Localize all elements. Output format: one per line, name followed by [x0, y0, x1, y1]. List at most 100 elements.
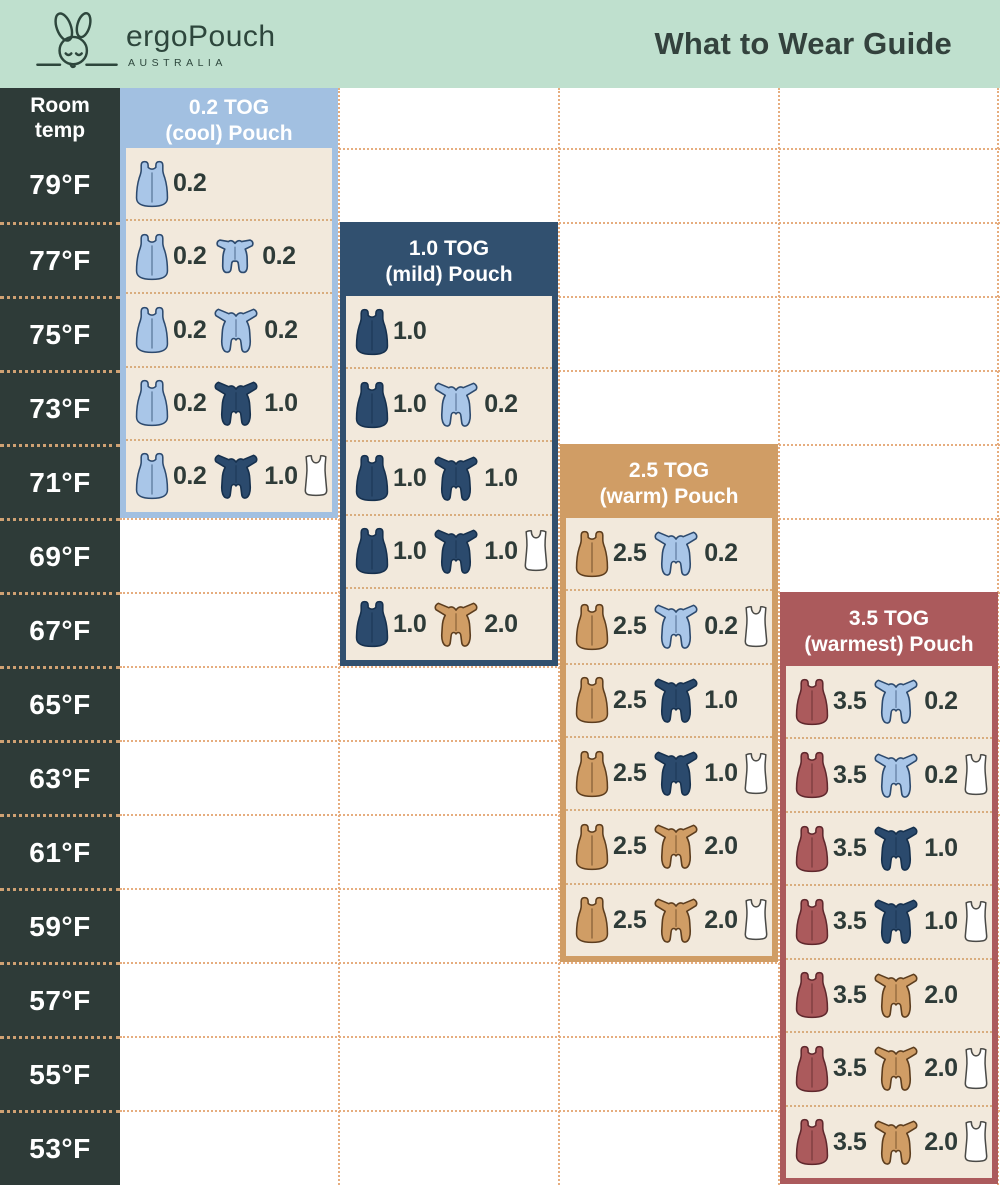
- guide-row-61F: 3.5 1.0: [786, 810, 992, 884]
- temp-label: 57°F: [0, 962, 120, 1036]
- tog-value: 0.2: [173, 461, 207, 490]
- sleep-bag-icon: [575, 600, 609, 654]
- sleep-bag-icon: [575, 747, 609, 801]
- sleep-bag-icon: [795, 895, 829, 949]
- grid-row-line: [120, 370, 1000, 372]
- singlet-icon: [961, 900, 991, 944]
- singlet-icon: [961, 753, 991, 797]
- tog-value: 0.2: [264, 315, 298, 344]
- guide-row-65F: 2.5 1.0: [566, 662, 772, 736]
- tog-block-body: 1.0 1.0 0.2 1.0 1.0 1.0 1.0 1.0 2.0: [346, 296, 552, 660]
- sleepsuit-icon: [212, 453, 260, 500]
- sleepsuit-icon: [872, 1045, 920, 1092]
- sleepsuit-icon: [432, 455, 480, 502]
- tog-value: 1.0: [264, 388, 298, 417]
- tog-value: 0.2: [704, 612, 738, 641]
- tog-value: 3.5: [833, 907, 867, 936]
- singlet-icon: [961, 1120, 991, 1164]
- grid-row-line: [120, 222, 1000, 224]
- tog-value: 1.0: [264, 461, 298, 490]
- tog-value: 3.5: [833, 687, 867, 716]
- tog-value: 1.0: [484, 536, 518, 565]
- grid-row-line: [120, 1036, 1000, 1038]
- sleep-bag-icon: [355, 597, 389, 651]
- sleep-bag-icon: [795, 748, 829, 802]
- singlet-icon: [961, 1047, 991, 1091]
- tog-title: 1.0 TOG: [408, 237, 490, 260]
- singlet-icon: [741, 605, 771, 649]
- sleep-bag-icon: [795, 968, 829, 1022]
- tog-value: 2.0: [484, 609, 518, 638]
- guide-row-67F: 1.0 2.0: [346, 586, 552, 660]
- header-band: ergoPouch AUSTRALIA What to Wear Guide: [0, 0, 1000, 88]
- guide-row-79F: 0.2: [126, 148, 332, 219]
- temp-label: 63°F: [0, 740, 120, 814]
- temp-label: 73°F: [0, 370, 120, 444]
- sleep-bag-icon: [135, 376, 169, 430]
- tog-block-header-0-2-tog: 0.2 TOG (cool) Pouch: [126, 94, 332, 148]
- sleep-bag-icon: [795, 822, 829, 876]
- guide-row-53F: 3.5 2.0: [786, 1104, 992, 1178]
- tog-value: 2.0: [924, 980, 958, 1009]
- temp-label: 67°F: [0, 592, 120, 666]
- bunny-logo-icon: [36, 12, 118, 69]
- sleepsuit-icon: [652, 677, 700, 724]
- sleep-bag-icon: [575, 673, 609, 727]
- temp-label: 77°F: [0, 222, 120, 296]
- guide-row-77F: 0.2 0.2: [126, 219, 332, 292]
- sleepsuit-icon: [212, 380, 260, 427]
- sleep-bag-icon: [355, 524, 389, 578]
- grid-column-line: [338, 88, 340, 1185]
- temp-rows: 79°F 77°F 75°F 73°F 71°F 69°F 67°F 65°F 63°F 61°F…: [0, 148, 120, 1184]
- tog-value: 0.2: [173, 315, 207, 344]
- tog-value: 3.5: [833, 760, 867, 789]
- tog-value: 0.2: [704, 539, 738, 568]
- guide-row-65F: 3.5 0.2: [786, 666, 992, 737]
- grid-column-line: [558, 88, 560, 1185]
- room-temp-header-line1: Room: [30, 94, 90, 117]
- guide-row-57F: 3.5 2.0: [786, 957, 992, 1031]
- guide-row-55F: 3.5 2.0: [786, 1031, 992, 1104]
- sleepsuit-icon: [652, 750, 700, 797]
- guide-row-63F: 3.5 0.2: [786, 737, 992, 810]
- sleepsuit-icon: [872, 972, 920, 1019]
- brand-text: ergoPouch AUSTRALIA: [126, 20, 276, 69]
- temp-label: 69°F: [0, 518, 120, 592]
- grid-row-line: [120, 148, 1000, 150]
- singlet-icon: [741, 898, 771, 942]
- tog-value: 2.5: [613, 759, 647, 788]
- tog-block-header-2-5-tog: 2.5 TOG (warm) Pouch: [566, 450, 772, 518]
- tog-block-header-3-5-tog: 3.5 TOG (warmest) Pouch: [786, 598, 992, 666]
- tog-block-body: 2.5 0.2 2.5 0.2 2.5 1.0 2.5 1.0 2.5 2.0 …: [566, 518, 772, 956]
- tog-value: 2.5: [613, 612, 647, 641]
- guide-row-73F: 1.0 0.2: [346, 367, 552, 440]
- room-temp-header: Room temp: [0, 88, 120, 148]
- tog-value: 0.2: [173, 169, 207, 198]
- guide-row-71F: 0.2 1.0: [126, 438, 332, 512]
- romper-icon: [212, 236, 258, 277]
- guide-row-63F: 2.5 1.0: [566, 735, 772, 809]
- sleepsuit-icon: [872, 898, 920, 945]
- tog-title: 2.5 TOG: [628, 459, 710, 482]
- tog-value: 2.5: [613, 539, 647, 568]
- singlet-icon: [301, 454, 331, 498]
- sleep-bag-icon: [355, 305, 389, 359]
- tog-block-body: 0.2 0.2 0.2 0.2 0.2 0.2 1.0 0.2 1.0: [126, 148, 332, 512]
- sleep-bag-icon: [135, 230, 169, 284]
- tog-value: 1.0: [393, 390, 427, 419]
- temp-label: 79°F: [29, 169, 91, 200]
- tog-value: 2.5: [613, 832, 647, 861]
- tog-block-header-1-0-tog: 1.0 TOG (mild) Pouch: [346, 228, 552, 296]
- sleepsuit-icon: [212, 307, 260, 354]
- tog-value: 1.0: [704, 759, 738, 788]
- temp-label: 71°F: [0, 444, 120, 518]
- tog-value: 2.0: [924, 1127, 958, 1156]
- tog-value: 2.0: [924, 1054, 958, 1083]
- temp-label: 61°F: [0, 814, 120, 888]
- guide-row-61F: 2.5 2.0: [566, 809, 772, 882]
- page-title: What to Wear Guide: [654, 26, 952, 61]
- guide-row-69F: 2.5 0.2: [566, 518, 772, 589]
- tog-value: 0.2: [262, 242, 296, 271]
- tog-value: 2.5: [613, 905, 647, 934]
- tog-subtitle: (warm) Pouch: [599, 485, 739, 508]
